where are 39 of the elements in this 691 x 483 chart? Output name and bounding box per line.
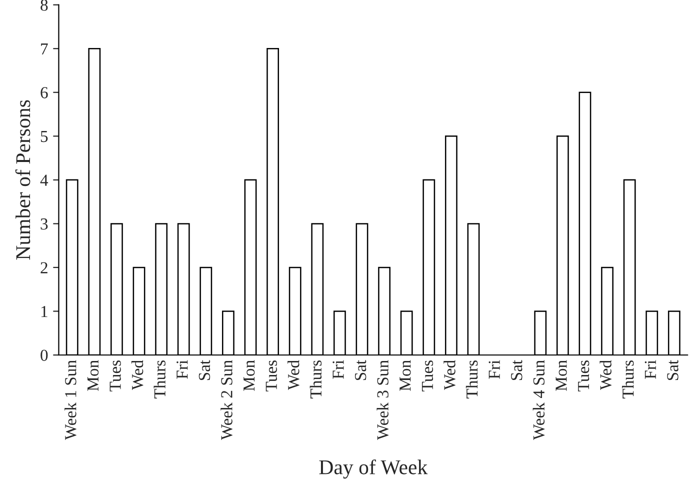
x-tick-label: Sat: [354, 360, 366, 380]
y-tick-label: 5: [40, 131, 48, 142]
x-tick-label: Fri: [488, 360, 500, 379]
y-axis-title: Number of Persons: [15, 100, 30, 260]
x-tick-label: Mon: [556, 360, 567, 391]
x-tick-label: Tues: [578, 360, 590, 392]
x-tick-label: Thurs: [466, 360, 478, 398]
x-tick-label: Week 4 Sun: [532, 360, 545, 440]
x-tick-label: Sat: [667, 360, 678, 380]
x-tick-label: Wed: [288, 360, 300, 390]
x-tick-label: Sat: [511, 360, 522, 380]
y-tick-label: 8: [40, 0, 48, 11]
x-tick-label: Week 3 Sun: [376, 360, 389, 440]
x-tick-label: Tues: [110, 360, 121, 392]
y-tick-label: 2: [40, 262, 48, 274]
x-tick-label: Fri: [332, 360, 344, 379]
x-axis-title: Day of Week: [319, 459, 428, 479]
x-tick-label: Sat: [198, 360, 210, 380]
x-tick-label: Thurs: [154, 360, 166, 398]
x-tick-label: Wed: [131, 360, 144, 390]
y-tick-label: 4: [40, 174, 48, 186]
x-tick-label: Fri: [644, 360, 656, 379]
x-tick-label: Week 2 Sun: [220, 360, 232, 440]
x-tick-label: Thurs: [622, 360, 634, 398]
x-tick-label: Wed: [600, 360, 612, 390]
x-tick-label: Mon: [244, 360, 255, 391]
y-tick-label: 3: [40, 218, 48, 230]
y-tick-label: 7: [41, 43, 48, 54]
x-tick-label: Mon: [88, 360, 99, 391]
y-tick-label: 6: [40, 87, 48, 98]
x-tick-label: Fri: [176, 360, 188, 379]
x-tick-label: Tues: [266, 360, 277, 392]
y-tick-label: 0: [40, 350, 48, 361]
y-tick-label: 1: [41, 306, 48, 318]
x-tick-label: Tues: [422, 360, 434, 392]
x-tick-label: Mon: [400, 360, 411, 391]
x-tick-label: Thurs: [310, 360, 322, 398]
x-tick-label: Week 1 Sun: [64, 360, 76, 440]
x-tick-label: Wed: [444, 360, 456, 390]
